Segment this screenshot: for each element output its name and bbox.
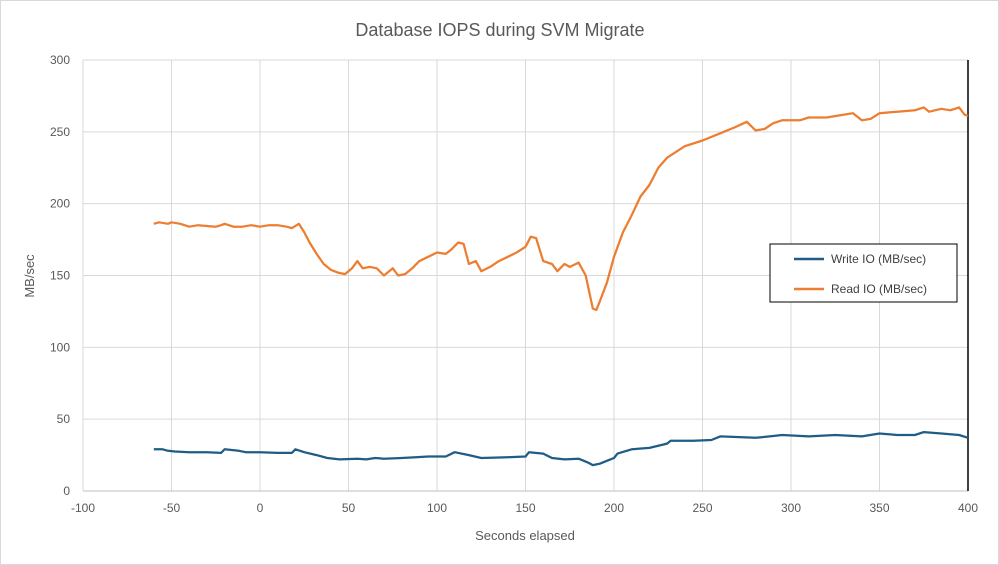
series-lines [153, 106, 969, 467]
x-tick-label: 400 [958, 501, 978, 515]
x-tick-label: 0 [257, 501, 264, 515]
x-tick-label: 250 [692, 501, 712, 515]
x-tick-label: 150 [515, 501, 535, 515]
x-tick-label: 100 [427, 501, 447, 515]
read-io-line [153, 106, 969, 312]
legend: Write IO (MB/sec) Read IO (MB/sec) [769, 243, 958, 303]
axes: -100 -50 0 50 100 150 200 250 300 350 400 0 50 100 150… [50, 53, 978, 515]
x-tick-label: 350 [869, 501, 889, 515]
chart-title: Database IOPS during SVM Migrate [355, 20, 644, 40]
x-tick-label: -100 [71, 501, 95, 515]
y-tick-label: 200 [50, 197, 70, 211]
legend-box [769, 243, 958, 303]
y-axis-title: MB/sec [22, 254, 37, 298]
write-io-line [153, 430, 969, 467]
y-tick-label: 50 [57, 412, 71, 426]
y-tick-label: 300 [50, 53, 70, 67]
y-tick-label: 150 [50, 269, 70, 283]
x-tick-label: 200 [604, 501, 624, 515]
write-legend-label: Write IO (MB/sec) [831, 252, 926, 266]
x-axis-title: Seconds elapsed [475, 528, 575, 543]
x-tick-label: -50 [163, 501, 181, 515]
y-tick-label: 250 [50, 125, 70, 139]
y-tick-label: 100 [50, 340, 70, 354]
y-tick-label: 0 [63, 484, 70, 498]
x-tick-label: 50 [342, 501, 356, 515]
x-tick-label: 300 [781, 501, 801, 515]
read-legend-label: Read IO (MB/sec) [831, 282, 927, 296]
